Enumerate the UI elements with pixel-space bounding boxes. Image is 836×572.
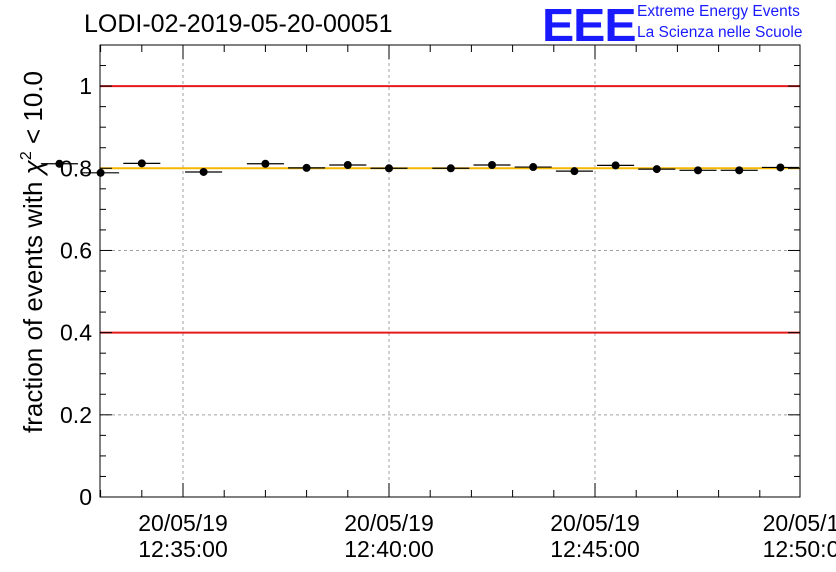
y-axis-title: fraction of events with χ2 < 10.0 bbox=[18, 71, 48, 433]
y-tick-label-2: 0.4 bbox=[60, 320, 92, 346]
y-tick-label-1: 0.2 bbox=[60, 402, 92, 428]
chart-title: LODI-02-2019-05-20-00051 bbox=[84, 10, 393, 38]
data-point-11 bbox=[570, 167, 579, 176]
data-point-8 bbox=[446, 164, 455, 173]
y-axis-title-symbol: χ bbox=[18, 159, 48, 176]
plot-frame bbox=[99, 44, 801, 498]
x-tick-time-1: 12:40:00 bbox=[344, 536, 434, 562]
data-point-4 bbox=[261, 159, 270, 168]
y-axis-title-suffix: < 10.0 bbox=[18, 71, 48, 151]
data-point-12 bbox=[611, 161, 620, 170]
data-point-9 bbox=[488, 160, 496, 169]
axis-labels: 00.20.40.60.8120/05/1912:35:0020/05/1912… bbox=[60, 73, 836, 562]
data-point-6 bbox=[343, 160, 352, 169]
data-point-1 bbox=[96, 168, 105, 177]
y-tick-label-3: 0.6 bbox=[60, 237, 92, 263]
x-tick-date-1: 20/05/19 bbox=[344, 510, 434, 536]
eee-logo-line-2: La Scienza nelle Scuole bbox=[637, 24, 803, 41]
data-points bbox=[40, 159, 799, 177]
grid-lines bbox=[100, 45, 800, 497]
data-point-16 bbox=[776, 163, 785, 172]
data-point-5 bbox=[302, 163, 311, 172]
data-point-7 bbox=[385, 164, 393, 173]
data-point-0 bbox=[55, 159, 64, 168]
plot-border bbox=[99, 44, 801, 498]
axis-ticks bbox=[100, 44, 800, 498]
x-tick-date-3: 20/05/1 bbox=[763, 510, 836, 536]
data-point-14 bbox=[694, 166, 702, 175]
y-axis-title-prefix: fraction of events with bbox=[18, 174, 48, 433]
eee-logo-line-1: Extreme Energy Events bbox=[637, 3, 800, 20]
eee-logo-mark: EEE bbox=[542, 0, 637, 51]
x-tick-date-2: 20/05/19 bbox=[550, 510, 640, 536]
x-tick-date-0: 20/05/19 bbox=[138, 510, 228, 536]
data-point-13 bbox=[652, 165, 661, 174]
x-tick-time-0: 12:35:00 bbox=[138, 536, 228, 562]
y-axis-title-sup: 2 bbox=[18, 151, 35, 160]
eee-logo: EEE Extreme Energy Events La Scienza nel… bbox=[542, 0, 836, 48]
x-tick-time-2: 12:45:00 bbox=[550, 536, 640, 562]
data-point-2 bbox=[137, 159, 146, 168]
y-tick-label-0: 0 bbox=[79, 484, 92, 510]
y-tick-label-5: 1 bbox=[79, 73, 92, 99]
reference-lines bbox=[100, 85, 800, 334]
data-point-15 bbox=[735, 166, 744, 175]
y-tick-label-4: 0.8 bbox=[60, 155, 92, 181]
data-point-3 bbox=[199, 167, 208, 176]
x-tick-time-3: 12:50:0 bbox=[763, 536, 836, 562]
data-point-10 bbox=[529, 163, 538, 172]
